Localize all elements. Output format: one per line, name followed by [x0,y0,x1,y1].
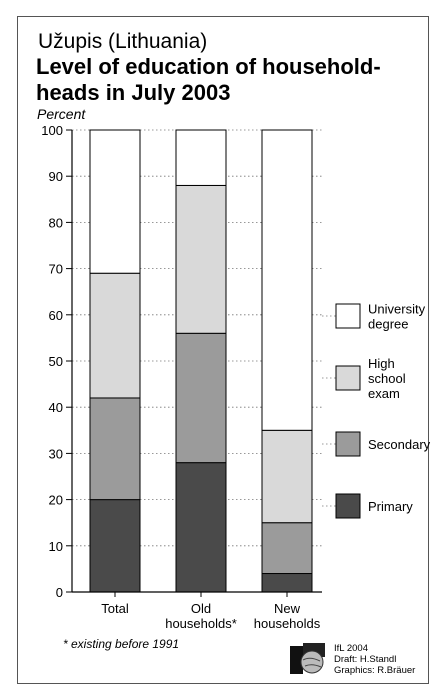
bar-segment [175,332,227,464]
ifl-logo-icon [290,643,325,674]
legend-swatch [335,493,361,519]
x-tick-label: households* [165,616,237,631]
bar-segment [89,397,141,501]
bar-segment [89,272,141,399]
y-tick-label: 0 [56,585,63,600]
x-tick-label: households [254,616,321,631]
y-tick-label: 80 [49,215,63,230]
legend-label: University [368,302,426,317]
y-tick-label: 100 [41,123,63,138]
credits-line-3: Graphics: R.Bräuer [334,665,416,676]
bar-segment [175,184,227,334]
legend-label: Secondary [368,437,431,452]
x-tick-label: Old [191,601,211,616]
legend-label: High [368,356,395,371]
x-tick-label: Total [101,601,129,616]
y-tick-label: 70 [49,262,63,277]
bar-segment [261,129,313,431]
credits: IfL 2004 Draft: H.Standl Graphics: R.Brä… [290,643,415,676]
legend-label: Primary [368,499,413,514]
legend-label: exam [368,386,400,401]
footnote: * existing before 1991 [63,637,180,651]
y-tick-label: 30 [49,446,63,461]
legend-label: degree [368,317,408,332]
legend-swatch [335,303,361,329]
bar-segment [261,522,313,575]
credits-line-1: IfL 2004 [334,643,368,654]
credits-line-2: Draft: H.Standl [334,654,397,665]
chart-title-line-1: Level of education of household- [36,54,381,79]
y-tick-label: 20 [49,493,63,508]
chart-supertitle: Užupis (Lithuania) [38,30,208,53]
legend-swatch [335,365,361,391]
y-tick-label: 40 [49,400,63,415]
y-tick-label: 90 [49,169,63,184]
bars [89,129,313,593]
bar-segment [175,462,227,593]
y-tick-label: 60 [49,308,63,323]
bar-segment [89,129,141,274]
legend-label: school [368,371,406,386]
y-axis-unit: Percent [37,106,86,122]
bar-segment [89,499,141,593]
y-tick-label: 10 [49,539,63,554]
bar-segment [261,429,313,524]
legend-swatch [335,431,361,457]
bar-segment [261,573,313,593]
bar-segment [175,129,227,186]
x-tick-label: New [274,601,301,616]
y-axis: 0 10 20 30 40 50 60 70 80 90 100 [41,123,322,600]
chart-title-line-2: heads in July 2003 [36,80,231,105]
y-tick-label: 50 [49,354,63,369]
